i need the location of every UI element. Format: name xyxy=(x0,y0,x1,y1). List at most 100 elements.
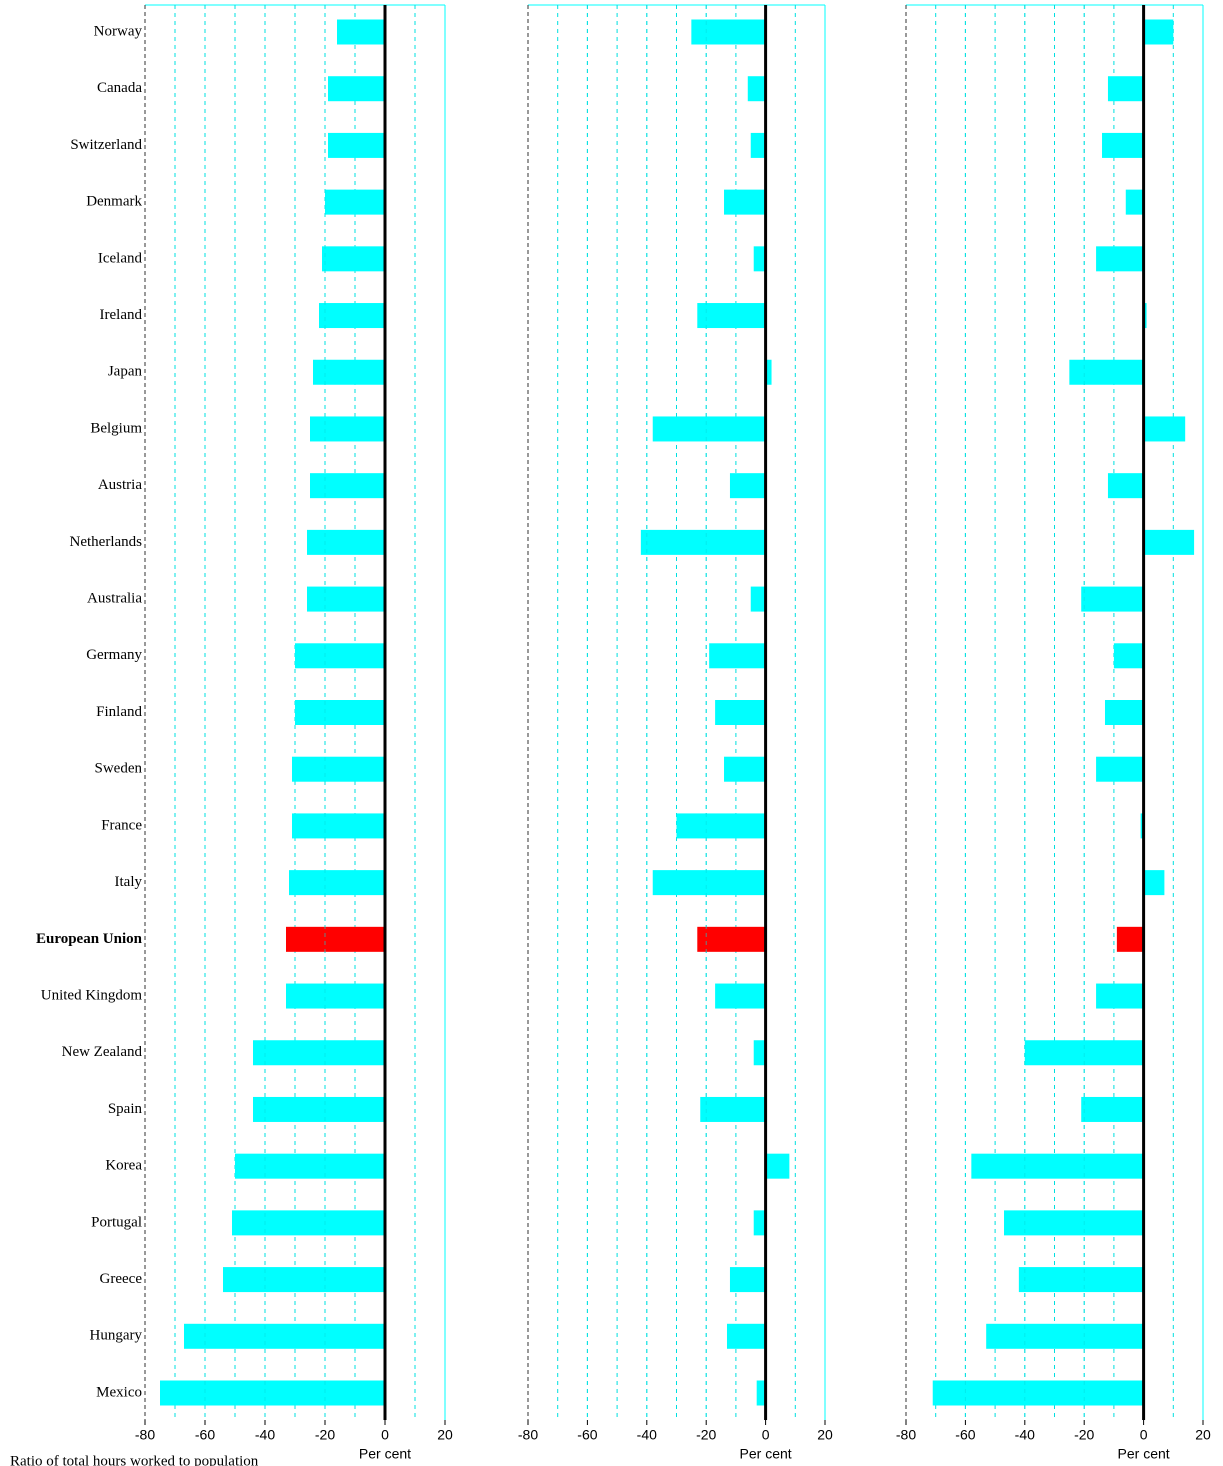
category-label: Iceland xyxy=(98,250,143,266)
bar xyxy=(765,359,772,385)
x-tick-label: -60 xyxy=(955,1427,975,1443)
category-label: Switzerland xyxy=(70,137,142,153)
x-tick-label: 0 xyxy=(1140,1427,1148,1443)
category-label: Mexico xyxy=(96,1384,142,1400)
category-label: New Zealand xyxy=(62,1044,143,1060)
bar xyxy=(1125,189,1144,215)
x-tick-label: 0 xyxy=(381,1427,389,1443)
category-label: Portugal xyxy=(91,1214,142,1230)
category-label: Netherlands xyxy=(70,534,143,550)
category-label: Finland xyxy=(96,704,142,720)
x-tick-label: -40 xyxy=(1015,1427,1035,1443)
category-label: Korea xyxy=(105,1158,142,1174)
bar xyxy=(1143,19,1174,45)
bar xyxy=(747,76,766,102)
bar xyxy=(286,983,385,1009)
category-label: Australia xyxy=(87,591,142,607)
bar xyxy=(1113,643,1144,669)
x-tick-label: -20 xyxy=(315,1427,335,1443)
category-label: Hungary xyxy=(90,1328,143,1344)
bar xyxy=(328,132,385,158)
bar xyxy=(337,19,385,45)
bar xyxy=(1116,926,1144,952)
bar xyxy=(160,1380,385,1406)
bar xyxy=(691,19,766,45)
bar xyxy=(328,76,385,102)
bar xyxy=(1018,1267,1144,1293)
category-label: Sweden xyxy=(95,761,143,777)
bar xyxy=(715,700,766,725)
x-tick-label: 20 xyxy=(437,1427,453,1443)
bar xyxy=(292,756,385,782)
bar xyxy=(1081,1096,1144,1122)
note: Ratio of total hours worked to populatio… xyxy=(10,1453,259,1466)
bar xyxy=(726,1323,766,1349)
x-tick-label: 20 xyxy=(1195,1427,1211,1443)
bar xyxy=(310,416,385,442)
bar xyxy=(652,870,766,896)
bar xyxy=(652,416,766,442)
x-tick-label: -40 xyxy=(637,1427,657,1443)
category-label: European Union xyxy=(36,931,143,947)
x-axis-label: Per cent xyxy=(359,1446,411,1462)
x-tick-label: -20 xyxy=(696,1427,716,1443)
x-tick-label: -80 xyxy=(896,1427,916,1443)
category-label: Belgium xyxy=(90,420,142,436)
bar xyxy=(753,246,766,272)
x-tick-label: -60 xyxy=(577,1427,597,1443)
category-label: France xyxy=(101,817,142,833)
bar xyxy=(1102,132,1144,158)
bar xyxy=(1107,76,1144,102)
bar xyxy=(932,1380,1144,1406)
bar xyxy=(971,1153,1144,1179)
bar xyxy=(232,1210,385,1236)
bar xyxy=(289,870,385,896)
bar xyxy=(750,586,766,612)
category-label: Germany xyxy=(86,647,142,663)
bar xyxy=(729,473,766,499)
bar xyxy=(307,529,385,555)
bar xyxy=(729,1267,766,1293)
bar xyxy=(709,643,766,669)
bar xyxy=(986,1323,1144,1349)
category-label: Denmark xyxy=(86,194,142,210)
bar xyxy=(676,813,766,839)
category-label: Italy xyxy=(115,874,143,890)
bar xyxy=(1143,870,1165,896)
x-tick-label: -20 xyxy=(1074,1427,1094,1443)
bar xyxy=(1081,586,1144,612)
x-tick-label: 0 xyxy=(762,1427,770,1443)
x-axis-label: Per cent xyxy=(1118,1446,1170,1462)
bar xyxy=(295,700,385,725)
bar xyxy=(715,983,766,1009)
bar xyxy=(640,529,766,555)
x-axis-label: Per cent xyxy=(740,1446,792,1462)
bar xyxy=(697,926,766,952)
bar xyxy=(724,189,766,215)
category-label: Canada xyxy=(97,80,142,96)
bar xyxy=(1143,529,1195,555)
bar xyxy=(753,1210,766,1236)
bar xyxy=(1107,473,1144,499)
x-tick-label: -60 xyxy=(195,1427,215,1443)
x-tick-label: -80 xyxy=(518,1427,538,1443)
bar xyxy=(253,1040,385,1066)
bar xyxy=(1104,700,1144,725)
bar xyxy=(750,132,766,158)
bar xyxy=(1096,246,1144,272)
bar xyxy=(697,303,766,329)
bar xyxy=(1069,359,1144,385)
bar xyxy=(307,586,385,612)
category-label: Japan xyxy=(108,364,143,380)
category-label: Spain xyxy=(108,1101,143,1117)
bar xyxy=(286,926,385,952)
bar xyxy=(724,756,766,782)
bar xyxy=(184,1323,385,1349)
bar xyxy=(1096,756,1144,782)
x-tick-label: -80 xyxy=(135,1427,155,1443)
category-label: Greece xyxy=(100,1271,143,1287)
bar xyxy=(1004,1210,1144,1236)
category-label: Austria xyxy=(98,477,143,493)
